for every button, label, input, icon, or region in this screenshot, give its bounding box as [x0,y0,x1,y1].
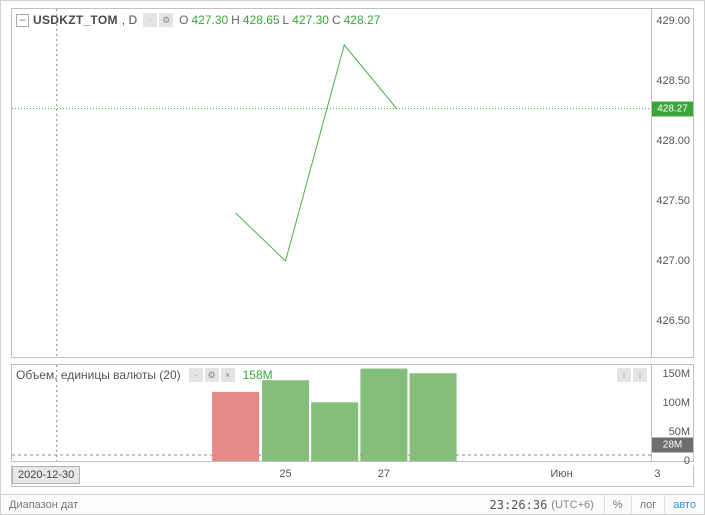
xtick: Июн [550,468,572,480]
ytick: 426.50 [656,315,690,327]
volume-y-axis[interactable]: 150M100M50M028M [652,364,694,462]
ytick: 429.00 [656,15,690,27]
price-pane[interactable]: – USDKZT_TOM, D · ⚙ O427.30 H428.65 L427… [11,8,652,358]
time-x-axis[interactable]: 2020-12-30 25 27 Июн 3 [11,465,694,487]
ytick: 428.50 [656,75,690,87]
x-axis-date-tag: 2020-12-30 [12,466,80,484]
ytick: 50M [669,426,690,438]
xtick: 25 [279,468,291,480]
status-bar: Диапазон дат 23:26:36 (UTC+6) % лог авто [1,494,704,514]
ytick: 428.00 [656,135,690,147]
auto-button[interactable]: авто [664,495,704,514]
ytick: 100M [662,397,690,409]
ytick: 150M [662,368,690,380]
chart-container: – USDKZT_TOM, D · ⚙ O427.30 H428.65 L427… [11,8,694,474]
xtick: 3 [654,468,660,480]
log-button[interactable]: лог [631,495,665,514]
price-chart [12,9,651,357]
ytick: 427.50 [656,195,690,207]
volume-pane[interactable]: Объем, единицы валюты (20) · ⚙ × 158M ↑ … [11,364,652,462]
clock-label: 23:26:36 [490,498,552,512]
price-last-tag: 428.27 [652,101,693,116]
ytick: 427.00 [656,255,690,267]
timezone-label[interactable]: (UTC+6) [551,499,603,511]
volume-chart [12,365,651,461]
price-y-axis[interactable]: 429.00 428.50 428.00 427.50 427.00 426.50 428.… [652,8,694,358]
volume-last-tag: 28M [652,437,693,452]
percent-button[interactable]: % [604,495,631,514]
xtick: 27 [378,468,390,480]
date-range-label[interactable]: Диапазон дат [1,499,490,511]
